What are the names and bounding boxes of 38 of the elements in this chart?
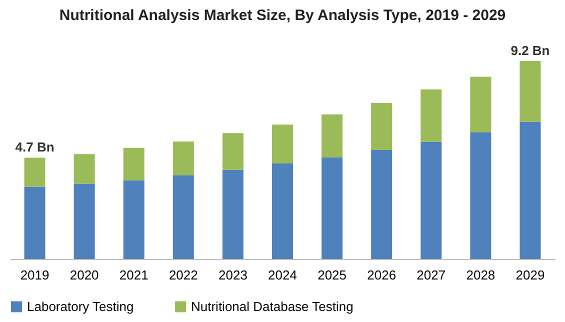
- x-tick-label: 2021: [119, 268, 148, 282]
- x-tick-label: 2028: [466, 268, 496, 282]
- bar: [470, 132, 492, 259]
- bar: [24, 186, 46, 259]
- bar: [520, 122, 541, 259]
- bar: [420, 89, 442, 142]
- bar: [272, 163, 293, 259]
- bar: [172, 142, 194, 176]
- x-tick-label: 2023: [218, 268, 248, 282]
- bar: [172, 175, 194, 259]
- x-tick-label: 2025: [318, 268, 347, 282]
- bar: [322, 157, 343, 259]
- bar: [123, 180, 144, 259]
- bar: [322, 114, 343, 158]
- bar: [520, 60, 541, 122]
- bar: [222, 133, 244, 170]
- bar: [123, 148, 144, 180]
- bar: [371, 102, 392, 150]
- bar: [371, 150, 392, 259]
- x-tick-label: 2029: [516, 268, 545, 282]
- bar: [272, 124, 293, 164]
- legend-label: Nutritional Database Testing: [191, 298, 354, 314]
- x-tick-label: 2020: [70, 268, 99, 282]
- bar: [222, 170, 244, 259]
- x-tick-label: 2026: [367, 268, 396, 282]
- annotation: 4.7 Bn: [15, 140, 54, 155]
- bar: [74, 184, 95, 259]
- x-tick-label: 2019: [20, 268, 50, 282]
- legend-label: Laboratory Testing: [27, 298, 134, 314]
- x-tick-label: 2022: [168, 268, 198, 282]
- bar: [74, 154, 95, 184]
- x-tick-label: 2027: [416, 268, 446, 282]
- chart-title: Nutritional Analysis Market Size, By Analysis Type, 2019 - 2029: [59, 6, 506, 24]
- bar: [470, 76, 492, 132]
- bar: [420, 142, 442, 259]
- annotation: 9.2 Bn: [510, 42, 550, 58]
- bar: [24, 158, 46, 187]
- x-tick-label: 2024: [268, 268, 297, 282]
